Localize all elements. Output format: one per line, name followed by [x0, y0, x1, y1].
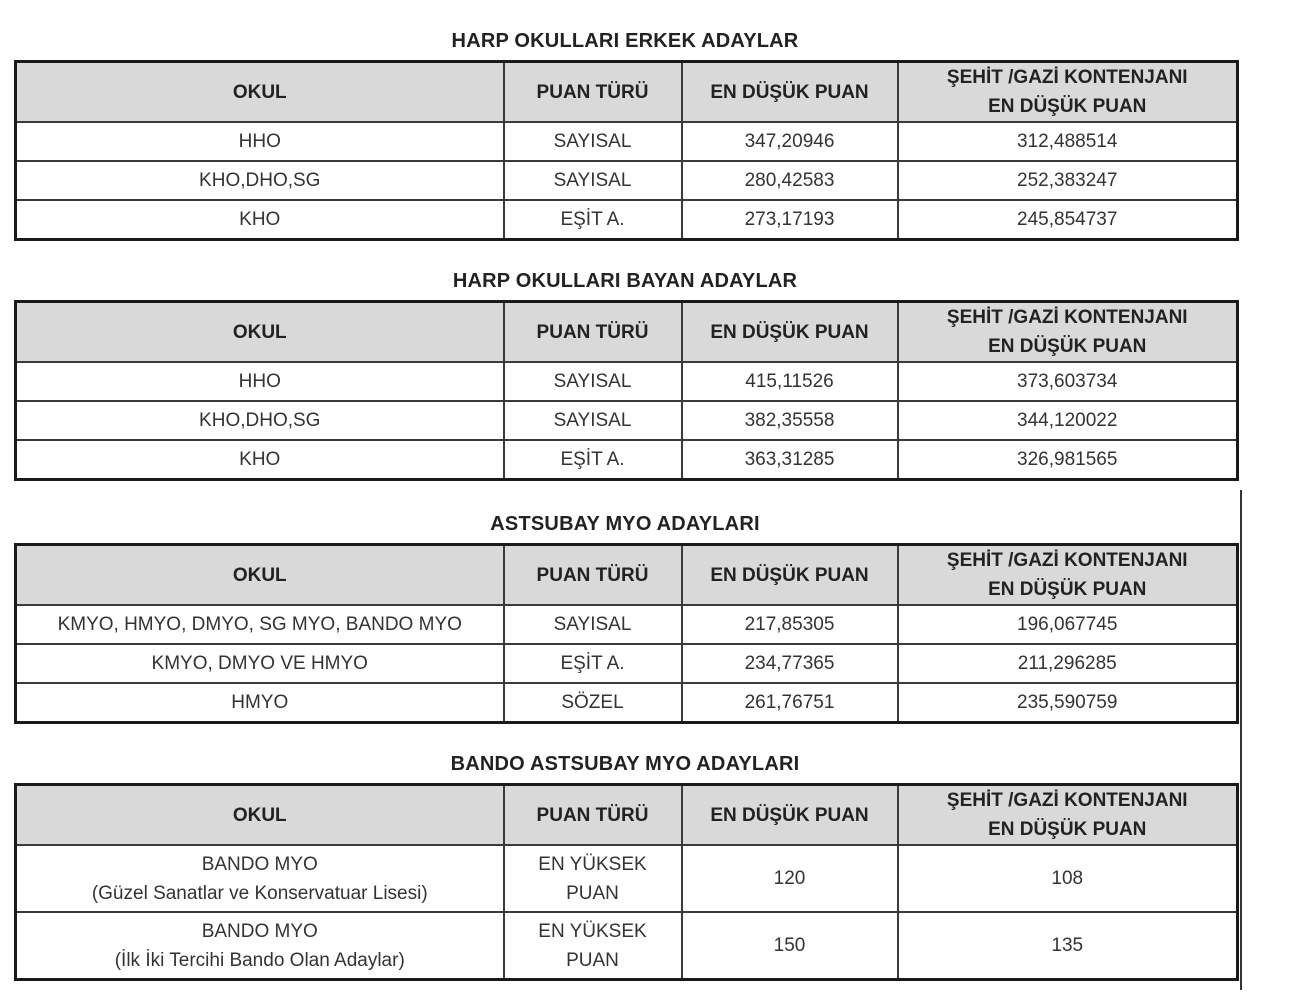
cell-sehit-gazi-puan: 312,488514 — [896, 121, 1239, 162]
cell-puan-turu: EŞİT A. — [502, 199, 683, 241]
column-header-en-dusuk-puan: EN DÜŞÜK PUAN — [680, 60, 899, 123]
table-row: BANDO MYO (Güzel Sanatlar ve Konservatua… — [14, 844, 1239, 913]
cell-okul: HHO — [14, 361, 505, 402]
column-header-en-dusuk-puan: EN DÜŞÜK PUAN — [680, 300, 899, 363]
cell-okul: BANDO MYO (İlk İki Tercihi Bando Olan Ad… — [14, 911, 505, 981]
score-table: OKUL PUAN TÜRÜ EN DÜŞÜK PUAN ŞEHİT /GAZİ KO… — [14, 300, 1239, 481]
cell-sehit-gazi-puan: 245,854737 — [896, 199, 1239, 241]
section-title: HARP OKULLARI ERKEK ADAYLAR — [451, 30, 799, 52]
cell-okul: KHO,DHO,SG — [14, 160, 505, 201]
cell-sehit-gazi-puan: 196,067745 — [896, 604, 1239, 645]
cell-puan-turu: SAYISAL — [502, 400, 683, 441]
cell-en-dusuk-puan: 261,76751 — [680, 682, 899, 724]
cell-okul: KHO,DHO,SG — [14, 400, 505, 441]
cell-okul: KHO — [14, 439, 505, 481]
cell-puan-turu: SÖZEL — [502, 682, 683, 724]
header-row: OKUL PUAN TÜRÜ EN DÜŞÜK PUAN ŞEHİT /GAZİ KO… — [14, 300, 1239, 363]
cell-sehit-gazi-puan: 373,603734 — [896, 361, 1239, 402]
cell-en-dusuk-puan: 415,11526 — [680, 361, 899, 402]
table-row: HHO SAYISAL 415,11526 373,603734 — [14, 361, 1239, 402]
cell-sehit-gazi-puan: 252,383247 — [896, 160, 1239, 201]
column-header-okul: OKUL — [14, 543, 505, 606]
cell-puan-turu: EŞİT A. — [502, 439, 683, 481]
table-row: KMYO, HMYO, DMYO, SG MYO, BANDO MYO SAYIS… — [14, 604, 1239, 645]
section-title: BANDO ASTSUBAY MYO ADAYLARI — [450, 753, 800, 775]
column-header-sehit-gazi-puan: ŞEHİT /GAZİ KONTENJANI EN DÜŞÜK PUAN — [896, 300, 1239, 363]
cell-en-dusuk-puan: 280,42583 — [680, 160, 899, 201]
table-row: KMYO, DMYO VE HMYO EŞİT A. 234,77365 211,29… — [14, 643, 1239, 684]
cell-sehit-gazi-puan: 235,590759 — [896, 682, 1239, 724]
divider-line — [1240, 490, 1242, 990]
cell-sehit-gazi-puan: 326,981565 — [896, 439, 1239, 481]
table-row: HHO SAYISAL 347,20946 312,488514 — [14, 121, 1239, 162]
table-row: KHO,DHO,SG SAYISAL 280,42583 252,383247 — [14, 160, 1239, 201]
cell-sehit-gazi-puan: 108 — [896, 844, 1239, 913]
column-header-puan-turu: PUAN TÜRÜ — [502, 60, 683, 123]
cell-sehit-gazi-puan: 211,296285 — [896, 643, 1239, 684]
cell-en-dusuk-puan: 120 — [680, 844, 899, 913]
column-header-sehit-gazi-puan: ŞEHİT /GAZİ KONTENJANI EN DÜŞÜK PUAN — [896, 60, 1239, 123]
cell-puan-turu: SAYISAL — [502, 121, 683, 162]
table-row: KHO,DHO,SG SAYISAL 382,35558 344,120022 — [14, 400, 1239, 441]
column-header-sehit-gazi-puan: ŞEHİT /GAZİ KONTENJANI EN DÜŞÜK PUAN — [896, 543, 1239, 606]
cell-en-dusuk-puan: 347,20946 — [680, 121, 899, 162]
score-table: OKUL PUAN TÜRÜ EN DÜŞÜK PUAN ŞEHİT /GAZİ KO… — [14, 543, 1239, 724]
cell-puan-turu: SAYISAL — [502, 361, 683, 402]
score-table: OKUL PUAN TÜRÜ EN DÜŞÜK PUAN ŞEHİT /GAZİ KO… — [14, 783, 1239, 981]
cell-puan-turu: EN YÜKSEK PUAN — [502, 911, 683, 981]
cell-okul: KHO — [14, 199, 505, 241]
cell-okul: HHO — [14, 121, 505, 162]
column-header-en-dusuk-puan: EN DÜŞÜK PUAN — [680, 543, 899, 606]
column-header-en-dusuk-puan: EN DÜŞÜK PUAN — [680, 783, 899, 846]
table-row: KHO EŞİT A. 363,31285 326,981565 — [14, 439, 1239, 481]
column-header-sehit-gazi-puan: ŞEHİT /GAZİ KONTENJANI EN DÜŞÜK PUAN — [896, 783, 1239, 846]
cell-puan-turu: SAYISAL — [502, 604, 683, 645]
column-header-okul: OKUL — [14, 60, 505, 123]
cell-puan-turu: EŞİT A. — [502, 643, 683, 684]
cell-sehit-gazi-puan: 135 — [896, 911, 1239, 981]
cell-en-dusuk-puan: 150 — [680, 911, 899, 981]
cell-okul: HMYO — [14, 682, 505, 724]
column-header-okul: OKUL — [14, 300, 505, 363]
cell-en-dusuk-puan: 363,31285 — [680, 439, 899, 481]
header-row: OKUL PUAN TÜRÜ EN DÜŞÜK PUAN ŞEHİT /GAZİ KO… — [14, 783, 1239, 846]
header-row: OKUL PUAN TÜRÜ EN DÜŞÜK PUAN ŞEHİT /GAZİ KO… — [14, 60, 1239, 123]
score-table: OKUL PUAN TÜRÜ EN DÜŞÜK PUAN ŞEHİT /GAZİ KO… — [14, 60, 1239, 241]
cell-okul: KMYO, DMYO VE HMYO — [14, 643, 505, 684]
cell-puan-turu: EN YÜKSEK PUAN — [502, 844, 683, 913]
table-row: HMYO SÖZEL 261,76751 235,590759 — [14, 682, 1239, 724]
section-title: HARP OKULLARI BAYAN ADAYLAR — [452, 270, 798, 292]
section-title: ASTSUBAY MYO ADAYLARI — [490, 513, 760, 535]
cell-okul: KMYO, HMYO, DMYO, SG MYO, BANDO MYO — [14, 604, 505, 645]
cell-puan-turu: SAYISAL — [502, 160, 683, 201]
cell-en-dusuk-puan: 382,35558 — [680, 400, 899, 441]
cell-en-dusuk-puan: 234,77365 — [680, 643, 899, 684]
cell-okul: BANDO MYO (Güzel Sanatlar ve Konservatua… — [14, 844, 505, 913]
header-row: OKUL PUAN TÜRÜ EN DÜŞÜK PUAN ŞEHİT /GAZİ KO… — [14, 543, 1239, 606]
cell-sehit-gazi-puan: 344,120022 — [896, 400, 1239, 441]
table-row: KHO EŞİT A. 273,17193 245,854737 — [14, 199, 1239, 241]
column-header-puan-turu: PUAN TÜRÜ — [502, 543, 683, 606]
cell-en-dusuk-puan: 273,17193 — [680, 199, 899, 241]
column-header-puan-turu: PUAN TÜRÜ — [502, 783, 683, 846]
cell-en-dusuk-puan: 217,85305 — [680, 604, 899, 645]
column-header-okul: OKUL — [14, 783, 505, 846]
table-row: BANDO MYO (İlk İki Tercihi Bando Olan Ad… — [14, 911, 1239, 981]
column-header-puan-turu: PUAN TÜRÜ — [502, 300, 683, 363]
